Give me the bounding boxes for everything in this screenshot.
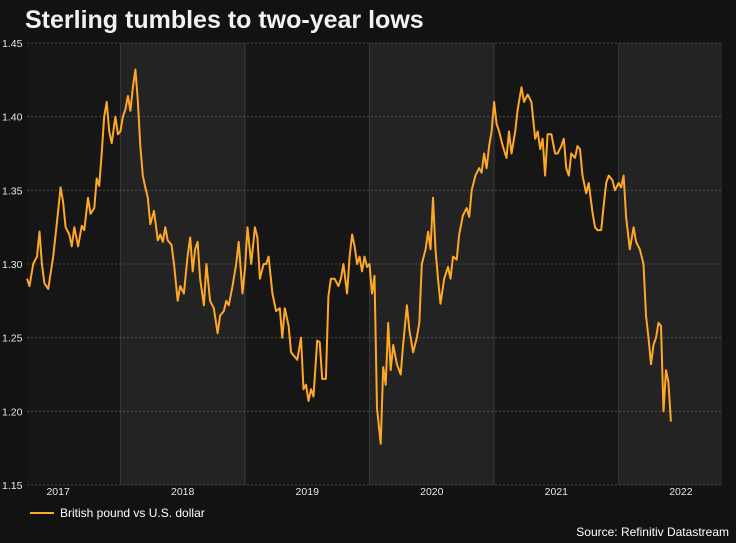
legend-swatch: [30, 512, 54, 514]
series-line: [26, 68, 672, 445]
x-tick-label: 2019: [296, 486, 320, 498]
x-tick-label: 2020: [420, 486, 444, 498]
y-tick-label: 1.35: [2, 185, 23, 197]
x-tick-label: 2017: [46, 486, 70, 498]
x-tick-label: 2021: [545, 486, 569, 498]
legend: British pound vs U.S. dollar: [30, 506, 205, 520]
chart-title: Sterling tumbles to two-year lows: [25, 6, 424, 34]
source-note: Source: Refinitiv Datastream: [576, 525, 729, 539]
y-tick-label: 1.15: [2, 480, 23, 492]
y-tick-label: 1.25: [2, 333, 23, 345]
x-tick-label: 2022: [669, 486, 693, 498]
y-tick-label: 1.40: [2, 112, 23, 124]
y-tick-label: 1.45: [2, 38, 23, 50]
y-tick-label: 1.30: [2, 259, 23, 271]
y-tick-label: 1.20: [2, 406, 23, 418]
legend-label: British pound vs U.S. dollar: [60, 506, 205, 520]
x-tick-label: 2018: [171, 486, 195, 498]
